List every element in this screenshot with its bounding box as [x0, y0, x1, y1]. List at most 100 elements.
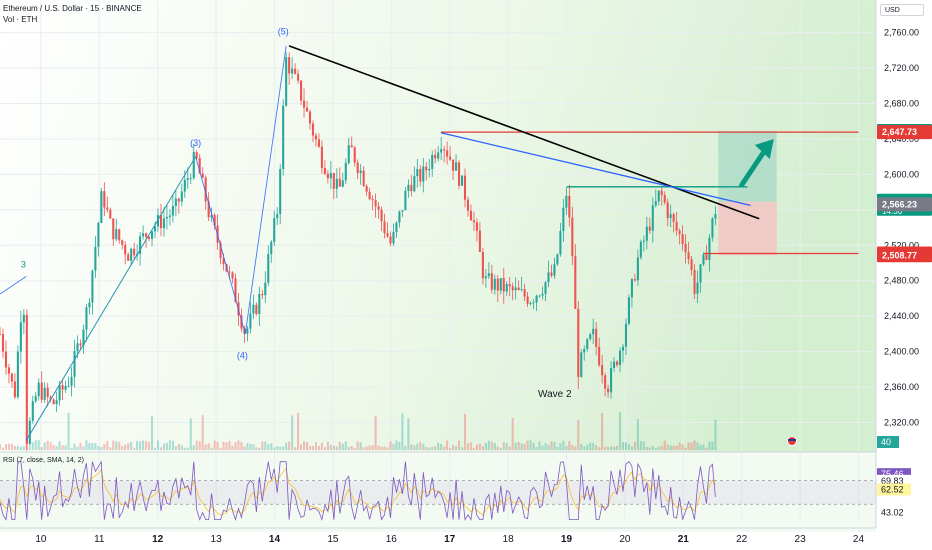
- candle-body: [350, 145, 353, 148]
- volume-bar: [10, 443, 13, 450]
- candle-body: [708, 237, 711, 261]
- candle-body: [496, 278, 499, 291]
- candle-body: [481, 251, 484, 279]
- candle-body: [55, 400, 58, 405]
- candle-body: [246, 328, 249, 334]
- volume-bar: [213, 440, 216, 450]
- candle-body: [201, 173, 204, 178]
- candle-body: [660, 190, 663, 196]
- candle-body: [624, 323, 628, 347]
- volume-bar: [282, 446, 285, 450]
- volume-bar: [708, 441, 711, 450]
- x-tick-label: 17: [444, 534, 456, 545]
- volume-bar: [317, 446, 320, 450]
- currency-selector[interactable]: USD: [880, 4, 924, 16]
- candle-body: [7, 367, 10, 374]
- candle-body: [499, 278, 502, 291]
- volume-bar: [40, 447, 43, 450]
- candle-body: [314, 135, 318, 140]
- candle-body: [264, 282, 267, 296]
- candle-body: [297, 73, 300, 81]
- candle-body: [389, 236, 392, 244]
- volume-bar: [341, 443, 344, 450]
- rsi-badge: [877, 483, 911, 496]
- volume-bar: [25, 440, 28, 450]
- volume-bar: [97, 445, 100, 450]
- candle-body: [231, 272, 234, 279]
- volume-bar: [556, 446, 559, 450]
- candle-body: [133, 248, 136, 256]
- candle-body: [714, 213, 717, 219]
- volume-bar: [544, 443, 547, 450]
- candle-body: [538, 295, 541, 297]
- candle-body: [523, 289, 526, 297]
- candle-body: [46, 387, 49, 397]
- bullish-arrow-head: [754, 138, 774, 159]
- candle-body: [398, 211, 401, 223]
- x-tick-label: 16: [386, 534, 398, 545]
- candle-body: [395, 222, 398, 233]
- x-tick-label: 21: [678, 534, 690, 545]
- candle-body: [139, 236, 142, 254]
- price-badge: [877, 197, 932, 212]
- candle-body: [85, 307, 88, 330]
- candle-body: [252, 304, 255, 314]
- volume-bar: [4, 444, 8, 450]
- candle-body: [392, 232, 395, 244]
- elliott-wave-line: [195, 156, 246, 335]
- volume-bar: [332, 445, 335, 450]
- volume-bar: [496, 446, 499, 450]
- candle-body: [541, 293, 544, 296]
- volume-bar: [201, 415, 204, 450]
- volume-bar: [395, 440, 398, 450]
- price-badge-label: 2,647.73: [882, 127, 917, 137]
- volume-bar: [490, 441, 493, 450]
- volume-bar: [347, 446, 350, 450]
- volume-bar: [291, 415, 294, 450]
- candle-body: [648, 226, 651, 231]
- volume-bar: [705, 447, 708, 450]
- candle-body: [25, 314, 28, 444]
- y-tick-label: 2,720.00: [884, 63, 919, 73]
- volume-bar: [535, 447, 538, 450]
- candle-body: [58, 385, 61, 401]
- wave-label: (4): [237, 351, 248, 361]
- volume-bar: [237, 440, 240, 450]
- candle-body: [326, 173, 329, 179]
- wave-label: (3): [190, 138, 201, 148]
- volume-bar: [368, 445, 371, 450]
- candle-body: [365, 186, 368, 192]
- volume-bar: [76, 446, 79, 450]
- volume-bar: [43, 442, 46, 450]
- candle-body: [699, 264, 702, 283]
- volume-bar: [335, 446, 338, 450]
- x-tick-label: 23: [795, 534, 807, 545]
- volume-bar: [156, 440, 160, 450]
- candle-body: [73, 351, 76, 377]
- volume-bar: [79, 442, 82, 450]
- volume-bar: [177, 443, 180, 450]
- volume-bar: [520, 443, 523, 450]
- volume-bar: [85, 440, 88, 450]
- candle-body: [255, 304, 258, 314]
- volume-bar: [314, 442, 318, 450]
- volume-bar: [70, 447, 73, 450]
- candle-body: [553, 264, 556, 276]
- volume-bar: [690, 442, 693, 450]
- volume-bar: [46, 440, 49, 450]
- volume-bar: [455, 446, 458, 450]
- candle-body: [607, 388, 610, 393]
- volume-bar: [416, 443, 419, 450]
- x-tick-label: 22: [736, 534, 748, 545]
- volume-legend[interactable]: Vol · ETH: [3, 15, 38, 24]
- volume-bar: [568, 441, 571, 450]
- candle-body: [666, 202, 669, 219]
- volume-bar: [204, 444, 207, 450]
- x-tick-label: 12: [152, 534, 164, 545]
- candle-body: [702, 254, 705, 265]
- volume-bar: [645, 446, 648, 450]
- y-tick-label: 2,480.00: [884, 276, 919, 286]
- symbol-title[interactable]: Ethereum / U.S. Dollar · 15 · BINANCE: [3, 4, 142, 13]
- volume-bar: [350, 446, 353, 450]
